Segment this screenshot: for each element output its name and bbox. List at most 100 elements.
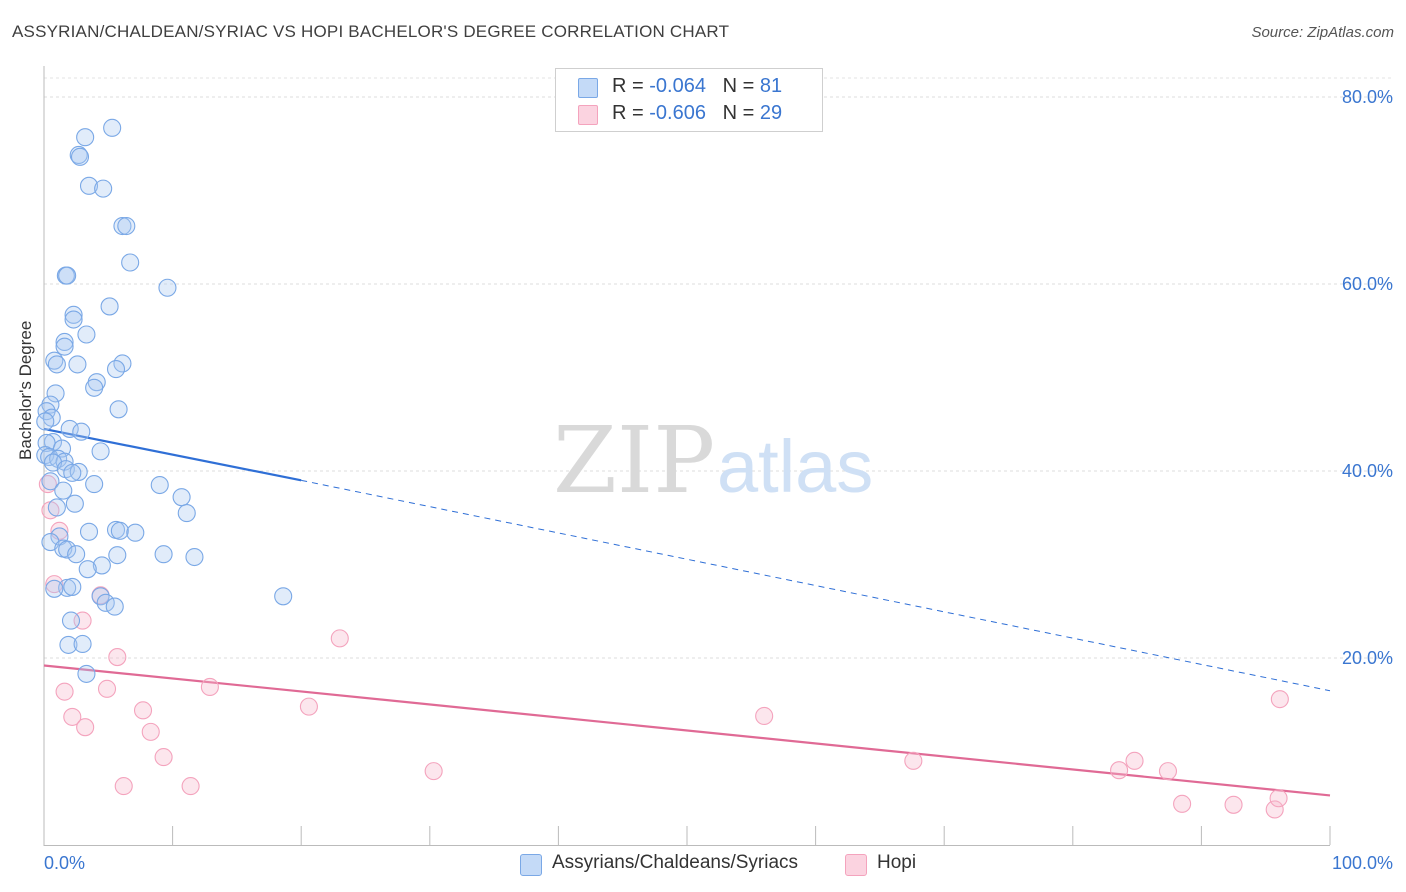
point-assyrians xyxy=(55,332,74,352)
point-hopi xyxy=(1265,800,1284,819)
point-assyrians xyxy=(54,481,73,500)
point-assyrians xyxy=(177,504,196,523)
legend-n-value: 81 xyxy=(759,75,783,97)
point-assyrians xyxy=(78,560,97,579)
x-tick-label: 0.0% xyxy=(44,853,85,873)
source-label: Source: ZipAtlas.com xyxy=(1251,24,1394,41)
point-hopi xyxy=(1110,761,1129,780)
point-assyrians xyxy=(41,472,60,491)
point-hopi xyxy=(63,707,82,726)
point-hopi xyxy=(1270,690,1289,709)
legend-n-label: N = xyxy=(722,75,760,97)
tick-labels: 20.0% 40.0% 60.0% 80.0% 0.0% 100.0% xyxy=(44,87,1393,873)
y-tick-label: 40.0% xyxy=(1342,461,1393,481)
point-assyrians xyxy=(79,176,99,195)
point-assyrians xyxy=(79,522,99,541)
grid-lines xyxy=(44,77,1392,659)
y-tick-label: 80.0% xyxy=(1342,87,1393,107)
point-assyrians xyxy=(58,578,77,597)
point-hopi xyxy=(76,718,95,737)
point-hopi xyxy=(1158,762,1178,781)
point-assyrians xyxy=(158,278,177,297)
point-assyrians xyxy=(65,494,84,513)
point-assyrians xyxy=(103,118,122,137)
point-assyrians xyxy=(76,128,95,147)
point-hopi xyxy=(181,777,200,796)
point-hopi xyxy=(330,629,349,648)
legend-swatch-assyrians xyxy=(578,78,598,98)
point-assyrians xyxy=(150,475,169,495)
point-assyrians xyxy=(69,462,88,481)
watermark-atlas: atlas xyxy=(717,425,873,508)
point-assyrians xyxy=(85,378,104,397)
point-assyrians xyxy=(68,355,87,374)
legend-r-label: R = xyxy=(612,102,650,124)
point-assyrians xyxy=(85,475,104,494)
point-assyrians xyxy=(46,384,65,403)
point-assyrians xyxy=(172,488,191,507)
point-hopi xyxy=(424,762,443,781)
point-hopi xyxy=(55,682,74,701)
point-assyrians xyxy=(70,147,90,166)
bottom-legend-swatch-hopi xyxy=(845,854,867,876)
point-hopi xyxy=(299,697,318,716)
legend-r-value: -0.606 xyxy=(649,102,706,124)
axes xyxy=(43,66,1331,846)
point-assyrians xyxy=(59,635,78,654)
point-assyrians xyxy=(55,337,74,356)
point-assyrians xyxy=(274,587,293,606)
point-assyrians xyxy=(63,463,82,482)
correlation-legend: R = -0.064 N = 81 R = -0.606 N = 29 xyxy=(555,68,823,132)
chart-title: ASSYRIAN/CHALDEAN/SYRIAC VS HOPI BACHELO… xyxy=(12,22,730,41)
point-assyrians xyxy=(47,498,66,517)
point-assyrians xyxy=(117,216,136,236)
point-assyrians xyxy=(60,419,79,438)
point-assyrians xyxy=(67,545,86,564)
point-assyrians xyxy=(108,546,127,565)
point-assyrians xyxy=(58,540,77,559)
point-assyrians xyxy=(61,611,81,630)
point-assyrians xyxy=(121,253,140,272)
bottom-legend-swatch-assyrians xyxy=(520,854,542,876)
y-axis-label: Bachelor's Degree xyxy=(16,320,35,460)
point-hopi xyxy=(1173,794,1192,813)
trend-line-assyrians-extended xyxy=(301,479,1331,692)
x-tick-label: 100.0% xyxy=(1332,853,1393,873)
legend-n-label: N = xyxy=(722,102,760,124)
point-hopi xyxy=(141,722,160,741)
watermark-zip: ZIP xyxy=(553,407,715,514)
point-assyrians xyxy=(110,521,129,540)
point-hopi xyxy=(1125,751,1144,770)
point-assyrians xyxy=(185,547,204,567)
legend-r-label: R = xyxy=(612,75,650,97)
bottom-legend-label-assyrians: Assyrians/Chaldeans/Syriacs xyxy=(552,852,799,873)
point-hopi xyxy=(97,679,117,698)
point-assyrians xyxy=(94,179,113,198)
point-assyrians xyxy=(47,355,66,374)
point-assyrians xyxy=(109,400,128,419)
point-assyrians xyxy=(113,216,132,236)
point-assyrians xyxy=(100,297,119,316)
point-assyrians xyxy=(64,310,83,329)
point-assyrians xyxy=(72,422,91,441)
point-assyrians xyxy=(92,556,111,575)
point-assyrians xyxy=(63,577,82,596)
point-hopi xyxy=(904,751,923,770)
y-tick-label: 60.0% xyxy=(1342,274,1393,294)
data-points xyxy=(36,118,1289,819)
point-assyrians xyxy=(45,579,64,598)
point-hopi xyxy=(133,701,153,720)
point-assyrians xyxy=(64,305,83,324)
bottom-legend-label-hopi: Hopi xyxy=(877,852,917,873)
point-hopi xyxy=(200,677,219,697)
point-hopi xyxy=(154,748,173,767)
watermark: ZIP atlas xyxy=(553,407,873,514)
point-assyrians xyxy=(77,664,96,683)
point-hopi xyxy=(755,706,774,726)
legend-r-value: -0.064 xyxy=(649,75,706,97)
legend-swatch-hopi xyxy=(578,105,598,125)
point-assyrians xyxy=(96,593,115,612)
point-assyrians xyxy=(154,545,173,564)
point-hopi xyxy=(1224,795,1243,814)
point-assyrians xyxy=(58,266,77,285)
